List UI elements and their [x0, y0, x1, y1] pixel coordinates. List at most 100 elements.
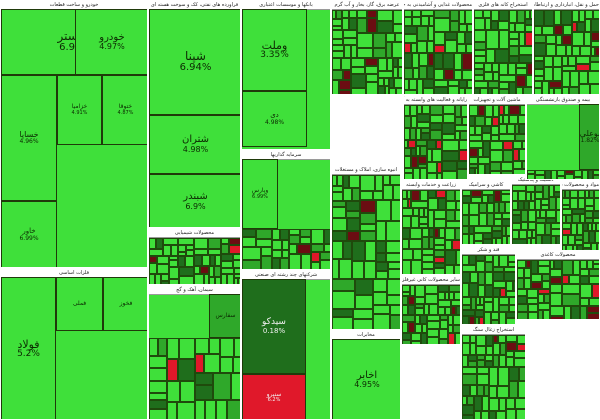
stock-tile[interactable] [506, 342, 517, 351]
stock-tile[interactable] [522, 141, 525, 149]
stock-tile[interactable] [324, 244, 330, 252]
stock-tile[interactable] [509, 23, 515, 32]
stock-tile[interactable] [476, 346, 486, 355]
stock-tile[interactable] [508, 63, 516, 75]
stock-tile[interactable] [448, 86, 459, 94]
stock-tile[interactable] [194, 274, 204, 284]
stock-tile[interactable] [427, 315, 440, 321]
stock-tile[interactable] [422, 269, 434, 274]
stock-tile[interactable] [531, 238, 536, 244]
stock-tile[interactable] [390, 305, 400, 315]
stock-tile[interactable] [347, 231, 360, 241]
stock-tile[interactable] [355, 295, 373, 309]
stock-tile[interactable] [376, 253, 386, 262]
stock-tile[interactable] [520, 105, 525, 115]
stock-tile[interactable] [488, 195, 494, 203]
stock-tile[interactable] [417, 105, 422, 114]
stock-tile[interactable] [415, 304, 424, 308]
stock-tile[interactable] [434, 268, 445, 274]
stock-tile[interactable] [502, 213, 510, 219]
stock-tile[interactable] [496, 411, 506, 419]
stock-tile[interactable] [530, 10, 532, 19]
stock-tile[interactable] [485, 355, 493, 361]
stock-tile[interactable] [557, 176, 565, 179]
stock-tile[interactable] [495, 49, 509, 63]
stock-tile[interactable] [469, 141, 483, 148]
stock-tile[interactable] [562, 215, 566, 223]
stock-tile[interactable] [157, 256, 169, 264]
stock-tile[interactable] [499, 115, 503, 124]
stock-tile[interactable] [465, 88, 472, 94]
stock-tile[interactable] [499, 355, 506, 367]
stock-tile[interactable] [427, 162, 437, 173]
stock-tile[interactable] [493, 297, 499, 312]
stock-tile[interactable] [477, 355, 485, 360]
stock-tile[interactable] [477, 360, 485, 367]
stock-tile[interactable] [491, 126, 499, 135]
stock-tile[interactable] [234, 338, 240, 357]
stock-tile[interactable] [545, 170, 551, 179]
stock-tile[interactable] [430, 115, 443, 123]
stock-tile[interactable] [402, 333, 411, 340]
stock-tile[interactable] [411, 216, 419, 228]
stock-tile[interactable] [509, 367, 519, 381]
stock-tile[interactable] [580, 276, 589, 284]
stock-tile[interactable] [311, 244, 324, 252]
stock-tile[interactable] [471, 297, 476, 310]
stock-tile[interactable] [462, 203, 469, 215]
stock-tile[interactable] [571, 306, 580, 319]
stock-tile[interactable] [483, 10, 491, 18]
stock-tile[interactable] [272, 240, 282, 250]
stock-tile[interactable] [525, 10, 530, 19]
stock-tile[interactable] [422, 262, 434, 269]
stock-tile[interactable] [393, 185, 400, 200]
stock-tile[interactable] [210, 255, 215, 266]
stock-tile[interactable] [485, 285, 493, 297]
stock-tile[interactable] [442, 151, 459, 161]
stock-tile[interactable] [413, 68, 419, 79]
stock-tile[interactable] [570, 198, 578, 209]
stock-tile[interactable] [231, 373, 240, 400]
stock-tile[interactable] [489, 367, 498, 386]
stock-tile[interactable] [469, 283, 478, 297]
stock-tile[interactable] [215, 255, 221, 266]
stock-tile[interactable] [445, 307, 451, 315]
stock-tile[interactable] [562, 190, 565, 198]
stock-tile[interactable] [485, 255, 493, 262]
stock-tile[interactable] [456, 201, 460, 210]
stock-tile[interactable] [404, 34, 417, 43]
stock-tile[interactable] [195, 385, 213, 400]
stock-tile[interactable] [272, 258, 280, 269]
stock-tile[interactable] [149, 263, 157, 274]
stock-tile[interactable] [404, 140, 408, 148]
stock-tile[interactable] [528, 222, 536, 230]
stock-tile[interactable] [509, 10, 517, 23]
stock-tile[interactable] [525, 25, 532, 32]
stock-tile[interactable] [351, 67, 365, 74]
stock-tile[interactable] [536, 235, 542, 244]
stock-tile[interactable] [332, 259, 339, 279]
stock-tile[interactable]: خاور 6.99% [1, 201, 57, 267]
stock-tile[interactable] [502, 236, 507, 244]
stock-tile[interactable] [499, 305, 509, 312]
stock-tile[interactable] [398, 67, 402, 78]
stock-tile[interactable] [514, 358, 525, 367]
stock-tile[interactable] [373, 279, 387, 292]
stock-tile[interactable] [238, 278, 240, 284]
stock-tile[interactable] [587, 260, 593, 269]
stock-tile[interactable] [519, 124, 525, 134]
stock-tile[interactable] [332, 291, 355, 309]
stock-tile[interactable] [416, 146, 420, 156]
stock-tile[interactable] [525, 32, 532, 46]
stock-tile[interactable] [161, 281, 169, 284]
stock-tile[interactable] [421, 128, 430, 133]
stock-tile[interactable] [488, 88, 492, 94]
stock-tile[interactable] [535, 199, 541, 210]
stock-tile[interactable] [519, 46, 532, 55]
stock-tile[interactable] [546, 218, 556, 223]
stock-tile[interactable] [550, 260, 554, 269]
stock-tile[interactable] [482, 195, 488, 203]
stock-tile[interactable] [179, 276, 194, 284]
stock-tile[interactable] [550, 293, 562, 306]
stock-tile[interactable] [332, 80, 339, 94]
